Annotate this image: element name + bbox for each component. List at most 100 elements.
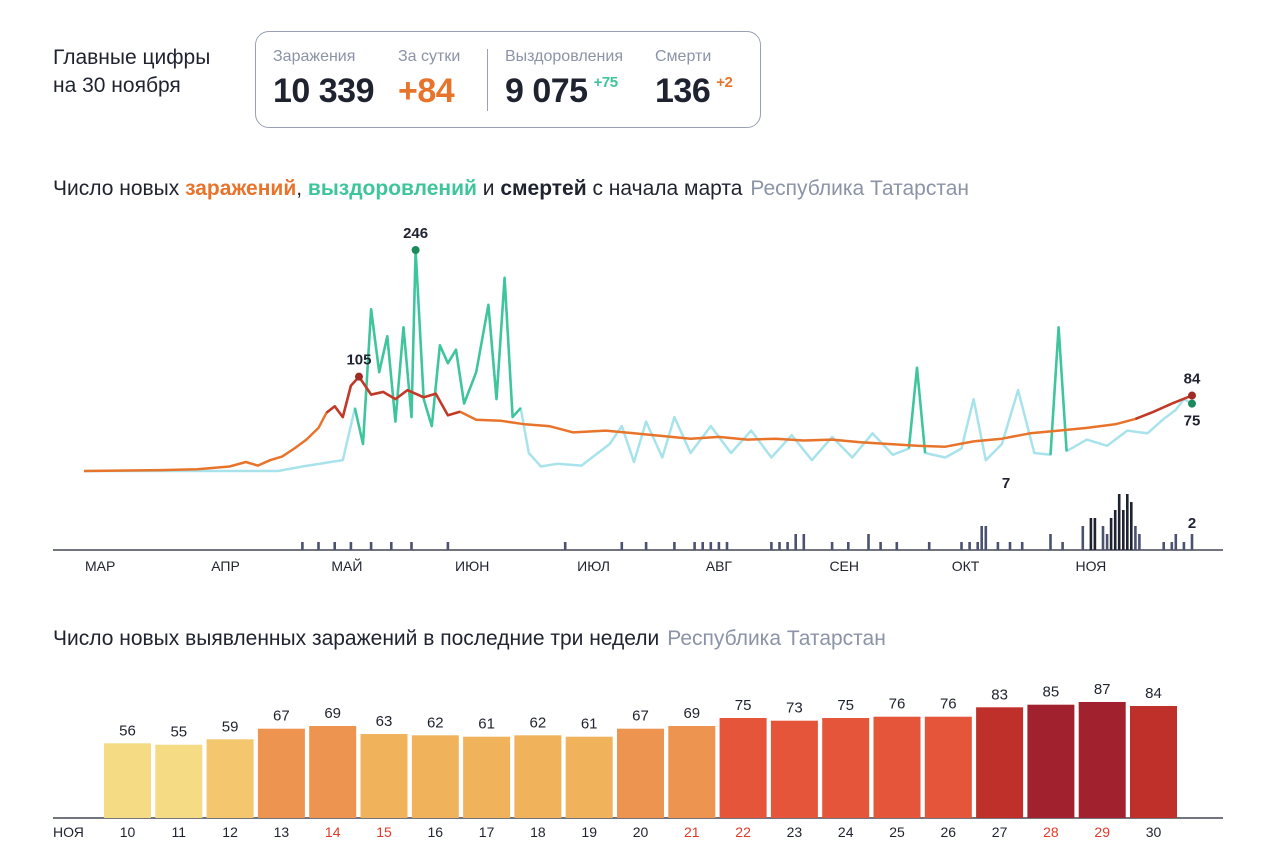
death-bar (879, 542, 882, 550)
day-tick-label: 30 (1146, 824, 1162, 840)
annotation-dot (1188, 399, 1196, 408)
death-bar (867, 534, 870, 550)
chart2-title: Число новых выявленных заражений в после… (53, 627, 886, 651)
month-tick-label: АПР (211, 558, 240, 574)
headline: Главные цифры на 30 ноября (53, 44, 210, 100)
death-bar (1117, 494, 1121, 550)
chart1-title-recoveries: выздоровлений (307, 177, 477, 200)
death-bar (317, 542, 320, 550)
day-tick-label: 20 (633, 824, 649, 840)
headline-line1: Главные цифры (53, 46, 211, 69)
death-bar (1126, 494, 1129, 550)
day-tick-label: 19 (581, 824, 597, 840)
day-bar-value: 76 (940, 696, 957, 713)
annotation-label: 84 (1184, 371, 1201, 388)
annotation-label: 246 (403, 225, 428, 242)
death-bar (976, 542, 979, 550)
chart1-title-infections: заражений (185, 177, 297, 200)
death-bar (968, 542, 971, 550)
stat-infections-value: 10 339 (273, 72, 375, 110)
death-bar (1122, 510, 1125, 550)
annotation-dot (411, 246, 420, 254)
death-bar (927, 542, 931, 550)
chart1-title-part1: Число новых (53, 177, 186, 200)
death-bar (725, 542, 729, 550)
day-bar-value: 73 (786, 700, 803, 717)
day-bar-value: 59 (222, 718, 239, 735)
bar-month-label: НОЯ (53, 824, 84, 840)
day-bar-value: 75 (837, 697, 854, 714)
annotation-dot (354, 372, 363, 381)
death-bar (770, 542, 773, 550)
stat-recoveries-value: 9 075 (505, 72, 588, 110)
stat-recoveries: Выздоровления 9 075 +75 (505, 48, 623, 111)
day-tick-label: 22 (735, 824, 751, 840)
day-bar (668, 726, 716, 818)
day-bar-value: 55 (170, 724, 187, 741)
day-bar-value: 87 (1094, 681, 1111, 698)
day-bar (873, 716, 921, 818)
day-bar-value: 69 (683, 705, 700, 722)
day-tick-label: 23 (787, 824, 803, 840)
death-bar (1105, 534, 1109, 550)
chart2-title-text: Число новых выявленных заражений в после… (53, 627, 660, 650)
month-tick-label: ИЮН (455, 558, 489, 574)
day-bar-value: 61 (478, 716, 495, 733)
day-bar (822, 718, 870, 818)
stat-recoveries-delta: +75 (593, 74, 618, 91)
stat-recoveries-label: Выздоровления (505, 48, 623, 65)
infections-line-recent (1134, 394, 1193, 421)
annotation-label: 75 (1184, 413, 1201, 430)
timeline-chart: МАР АПР МАЙ ИЮН ИЮЛ АВГ СЕН ОКТ НОЯ 246 105 84 75 7 2 (53, 225, 1223, 574)
headline-date: на 30 ноября (53, 74, 181, 97)
day-bar (1130, 706, 1177, 818)
death-bar (1138, 534, 1141, 550)
stat-deaths-label: Смерти (655, 48, 712, 65)
stat-daily: За сутки +84 (398, 48, 460, 111)
day-bar-value: 63 (376, 713, 393, 730)
death-bar (1130, 502, 1133, 550)
day-bar (1027, 704, 1075, 818)
death-bar (1113, 510, 1117, 550)
death-bar (786, 542, 789, 550)
chart1-title: Число новых заражений, выздоровлений и с… (53, 177, 969, 201)
death-bar (717, 542, 721, 550)
annotation-label: 105 (346, 352, 371, 369)
stat-daily-label: За сутки (398, 48, 461, 65)
day-bar-value: 69 (324, 705, 341, 722)
day-tick-label: 28 (1043, 824, 1059, 840)
day-bar-value: 62 (530, 714, 547, 731)
day-tick-label: 17 (479, 824, 495, 840)
death-bar (1081, 526, 1085, 550)
day-tick-label: 10 (120, 824, 136, 840)
day-tick-label: 21 (684, 824, 700, 840)
death-bar (830, 542, 834, 550)
month-tick-label: АВГ (706, 558, 733, 574)
stat-deaths-delta: +2 (716, 74, 733, 91)
day-bar (565, 736, 613, 818)
death-bar (1174, 534, 1178, 550)
death-bar (980, 526, 983, 550)
death-bar (984, 526, 988, 550)
death-bar (701, 542, 704, 550)
day-bar (617, 728, 664, 818)
death-bar (778, 542, 781, 550)
month-tick-label: СЕН (829, 558, 859, 574)
death-bar (446, 542, 450, 550)
death-bar (802, 534, 806, 550)
recoveries-line-peak (907, 366, 927, 454)
day-bar-value: 76 (889, 696, 906, 713)
day-bar (257, 728, 305, 818)
death-bar (1182, 542, 1186, 550)
day-tick-label: 15 (376, 824, 392, 840)
death-bar (1061, 542, 1064, 550)
day-bar (719, 718, 767, 818)
death-bar (644, 542, 648, 550)
death-bar (1093, 518, 1097, 550)
day-bar (155, 744, 203, 818)
day-bar (924, 716, 972, 818)
day-tick-label: 13 (274, 824, 290, 840)
month-tick-label: НОЯ (1075, 558, 1106, 574)
day-tick-label: 26 (941, 824, 957, 840)
death-bar (301, 542, 304, 550)
